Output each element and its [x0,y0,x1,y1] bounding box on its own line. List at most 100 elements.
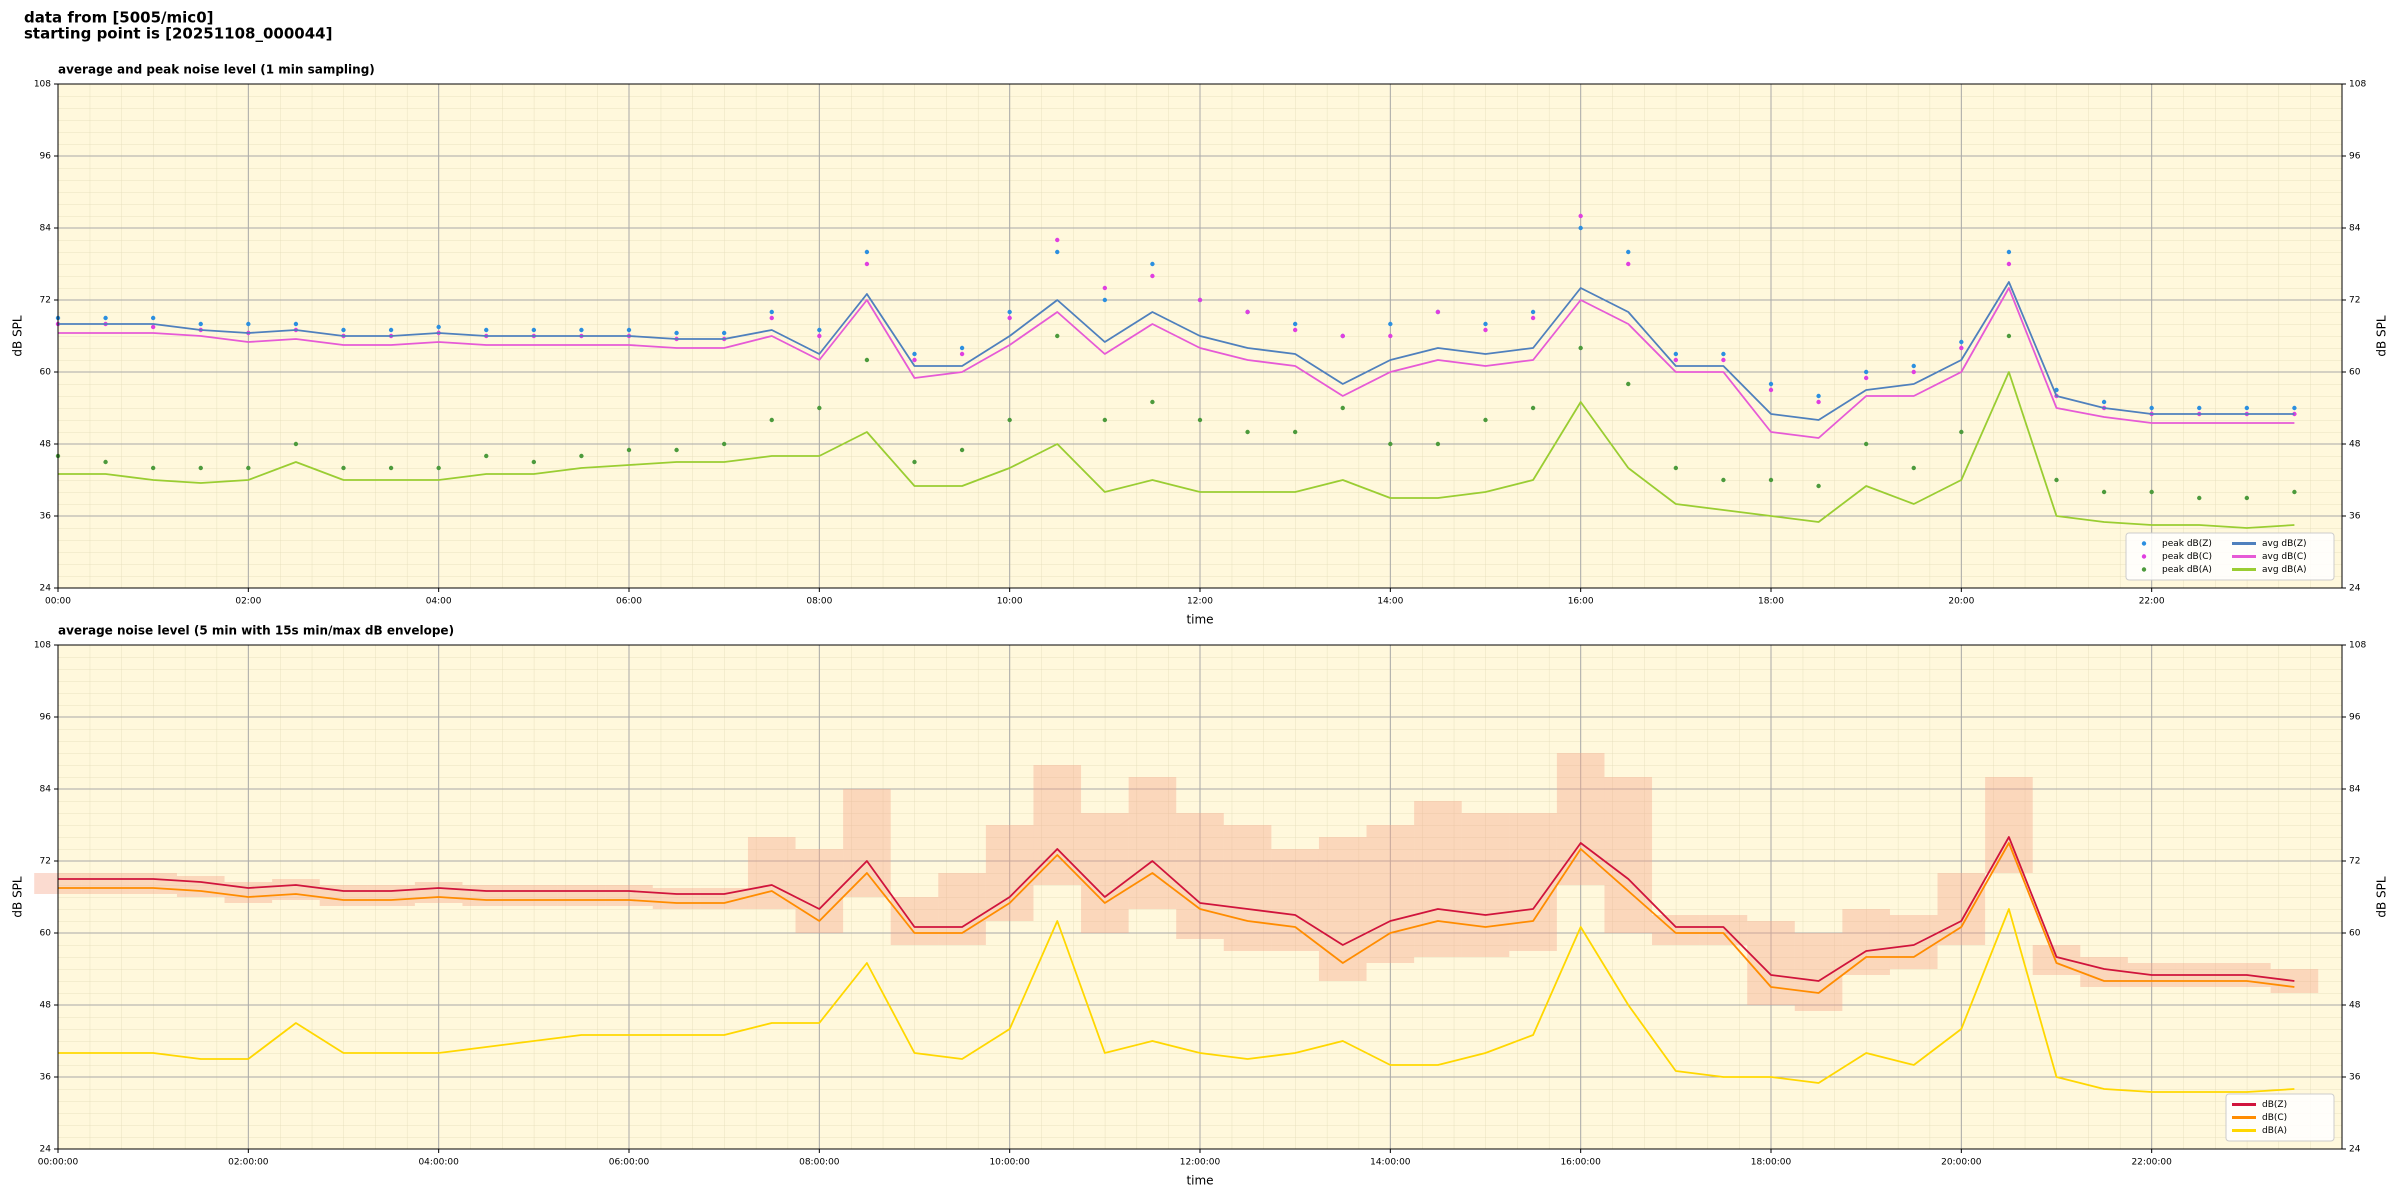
peak-dot [1007,309,1012,315]
y-tick-label: 108 [2349,641,2366,651]
peak-dot [959,447,965,453]
peak-dot [1055,237,1060,243]
peak-dot [1626,381,1631,387]
y-tick-label: 96 [40,152,52,162]
x-tick-label: 04:00 [426,597,452,607]
peak-dot [293,321,299,327]
y-axis-label: dB SPL [2375,315,2389,357]
series-line [58,281,2295,421]
peak-dot [103,315,108,321]
peak-dot [959,345,965,351]
peak-dot [2149,405,2154,411]
x-tick-label: 10:00:00 [989,1158,1030,1168]
peak-dot [1959,429,1964,435]
envelope-band [2080,957,2128,987]
peak-dot [1673,357,1679,363]
peak-dot [817,405,822,411]
peak-dot [1292,327,1298,333]
peak-dot [626,327,632,333]
peak-dot [341,327,346,333]
peak-dot [721,441,727,447]
y-tick-label: 36 [40,1073,52,1083]
envelope-band [1937,873,1986,945]
envelope-band [605,885,653,906]
y-tick-label: 36 [40,512,52,522]
envelope-band [843,789,891,897]
y-tick-label: 48 [2349,440,2361,450]
y-tick-label: 108 [34,80,51,90]
peak-dot [1245,429,1250,435]
peak-dot [1816,399,1821,405]
peak-dot [1388,441,1393,447]
y-tick-label: 24 [40,584,52,594]
legend-box [2125,532,2335,581]
peak-dot [1959,345,1964,351]
legend-label: dB(Z) [2262,1100,2287,1110]
peak-dot [1483,417,1488,423]
envelope-band [1461,813,1510,957]
peak-dot [436,465,441,471]
x-tick-label: 20:00:00 [1941,1158,1982,1168]
x-tick-label: 06:00:00 [609,1158,650,1168]
header-line: starting point is [20251108_000044] [24,25,332,43]
peak-dot [531,459,537,465]
peak-dot [1959,339,1964,345]
envelope-band [1985,777,2033,873]
peak-dot [2006,261,2012,267]
peak-dot [1530,405,1536,411]
peak-dot [2101,489,2107,495]
peak-dot [1911,369,1916,375]
y-tick-label: 96 [2349,152,2361,162]
peak-dot [864,249,870,255]
peak-dot [1863,375,1869,381]
peak-dot [864,261,870,267]
y-tick-label: 48 [2349,1001,2361,1011]
peak-dot [1721,357,1726,363]
peak-dot [1292,429,1298,435]
peak-dot [1197,297,1203,303]
x-tick-label: 22:00:00 [2131,1158,2172,1168]
peak-dot [1816,393,1821,399]
y-tick-label: 96 [40,713,52,723]
peak-dot [1911,465,1916,471]
y-tick-label: 108 [2349,80,2366,90]
envelope-band [81,873,130,894]
peak-dot [1150,399,1155,405]
x-tick-label: 00:00 [45,597,71,607]
header-line: data from [5005/mic0] [24,9,214,27]
peak-dot [2197,405,2202,411]
series-line [58,908,2295,1093]
envelope-band [1271,849,1319,951]
envelope-band [1794,933,1843,1011]
x-tick-label: 00:00:00 [38,1158,79,1168]
peak-dot [2244,405,2250,411]
plot-frame [57,644,2343,1150]
legend-label: peak dB(A) [2162,565,2212,575]
peak-dot [2006,333,2012,339]
peak-dot [674,330,679,336]
peak-dot [1245,309,1250,315]
peak-dot [1150,273,1155,279]
peak-dot [531,327,537,333]
y-tick-label: 84 [2349,785,2361,795]
peak-dot [150,324,156,330]
legend-marker [2141,554,2147,559]
peak-dot [2292,405,2297,411]
envelope-band [557,885,606,906]
y-tick-label: 84 [40,785,52,795]
legend-label: avg dB(Z) [2262,539,2307,549]
peak-dot [2101,399,2107,405]
y-tick-label: 60 [40,368,52,378]
peak-dot [1768,387,1774,393]
peak-dot [2292,411,2297,417]
y-axis-label: dB SPL [11,315,25,357]
legend-marker [2141,541,2147,546]
plot-frame [57,83,2343,589]
peak-dot [1721,351,1726,357]
peak-dot [293,441,299,447]
chart-title: average noise level (5 min with 15s min/… [58,624,454,638]
envelope-band [367,885,415,906]
peak-dot [912,459,917,465]
series-line [58,371,2295,529]
peak-dot [484,453,489,459]
